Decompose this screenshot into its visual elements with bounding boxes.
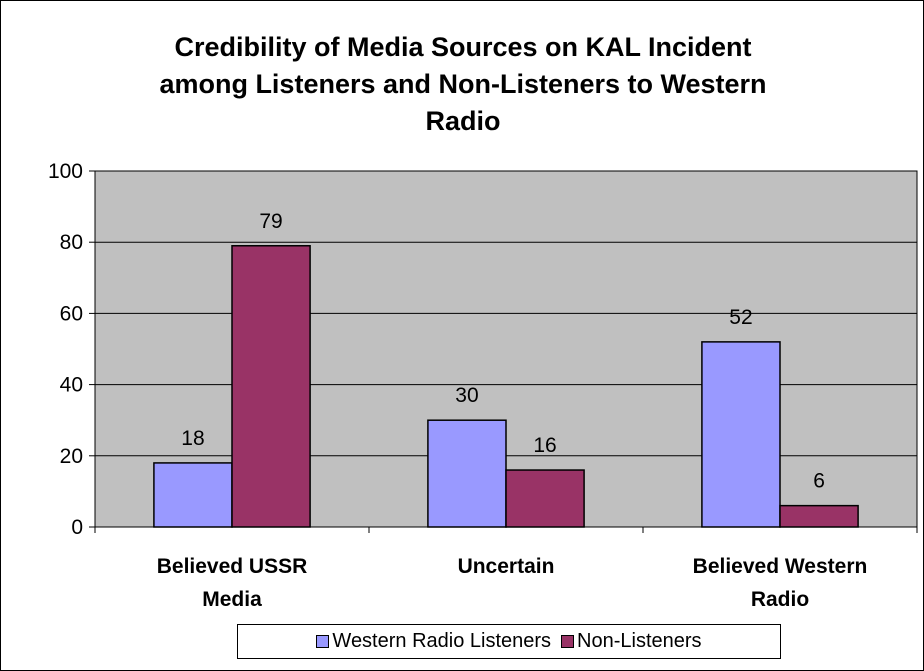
chart-title: Credibility of Media Sources on KAL Inci…	[1, 29, 924, 140]
legend-swatch-western-radio-listeners	[316, 635, 330, 648]
y-tick-label-20: 20	[60, 445, 83, 468]
x-category-label-2-1: Radio	[751, 588, 809, 611]
bar-western-radio-listeners-2	[701, 341, 781, 528]
data-label-0-2: 52	[729, 306, 752, 329]
legend-label-non-listeners: Non-Listeners	[577, 630, 702, 652]
axes	[89, 170, 918, 533]
x-category-label-0-1: Media	[202, 588, 262, 611]
legend: Western Radio Listeners Non-Listeners	[237, 624, 781, 659]
data-label-0-1: 30	[455, 384, 478, 407]
x-category-label-2-0: Believed Western	[693, 555, 868, 578]
data-label-1-1: 16	[533, 434, 556, 457]
bar-non-listeners-2	[779, 504, 859, 528]
y-tick-label-80: 80	[60, 231, 83, 254]
legend-item-non-listeners: Non-Listeners	[561, 630, 702, 653]
data-label-1-2: 6	[813, 470, 825, 493]
chart-title-line-3: Radio	[425, 106, 501, 136]
y-tick-label-60: 60	[60, 302, 83, 325]
legend-item-western-radio-listeners: Western Radio Listeners	[316, 630, 551, 653]
legend-label-western-radio-listeners: Western Radio Listeners	[332, 630, 552, 652]
y-tick-label-40: 40	[60, 374, 83, 397]
y-tick-label-100: 100	[48, 160, 83, 183]
labels: 0 20 40 60 80 100 18 79 Believed USSR Media 30 16 Un…	[48, 160, 867, 611]
x-category-label-1-0: Uncertain	[458, 555, 555, 578]
chart-title-line-1: Credibility of Media Sources on KAL Inci…	[174, 32, 752, 62]
data-label-0-0: 18	[181, 427, 204, 450]
y-tick-label-0: 0	[71, 516, 83, 539]
bar-non-listeners-1	[505, 469, 585, 528]
x-category-label-0-0: Believed USSR	[157, 555, 308, 578]
chart-title-line-2: among Listeners and Non-Listeners to Wes…	[159, 69, 767, 99]
bar-western-radio-listeners-1	[427, 419, 507, 528]
bar-non-listeners-0	[231, 245, 311, 528]
legend-swatch-non-listeners	[561, 635, 575, 648]
data-label-1-0: 79	[259, 210, 282, 233]
bar-western-radio-listeners-0	[153, 462, 233, 528]
